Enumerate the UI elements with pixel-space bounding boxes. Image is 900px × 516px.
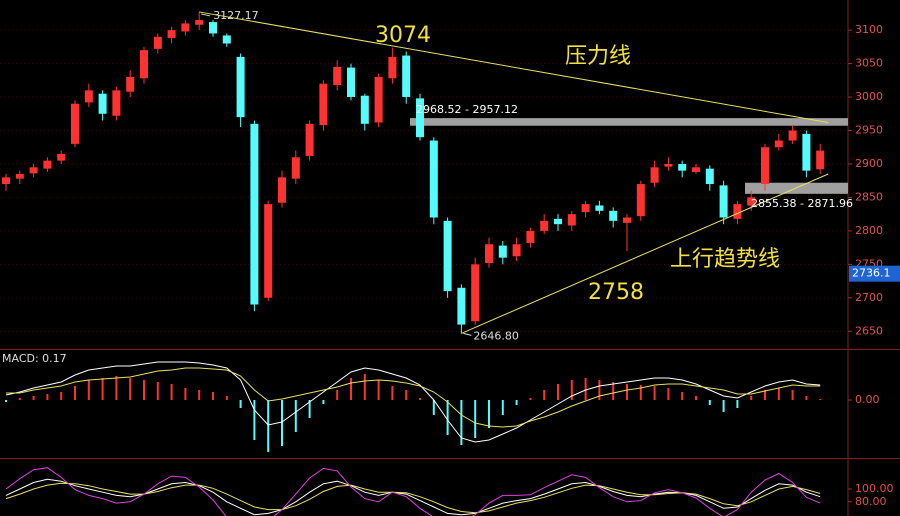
annotation: 3074 [375,23,431,48]
macd-line [5,361,821,443]
candle-body [305,123,314,156]
price-layer [2,11,848,334]
candle-body [181,23,190,32]
y-tick-label: 2950 [855,124,883,137]
candle-body [388,56,397,79]
candle-body [416,98,424,138]
annotation: 上行趋势线 [670,247,780,272]
macd-line [6,367,821,428]
annotation: 2758 [588,280,644,305]
candle-body [98,93,107,114]
kdj-layer [5,467,821,516]
candle-body [609,210,618,221]
kdj-line [5,478,821,516]
low-label: 2646.80 [473,329,519,342]
macd-title: MACD: 0.17 [2,352,67,365]
y-tick-label: 0.00 [855,393,880,406]
candle-body [126,76,135,92]
y-tick-label: 100.00 [855,482,894,495]
candle-body [333,66,342,85]
zone-label: 2855.38 - 2871.96 [751,197,853,210]
price-marker-label: 2736.1 [852,267,891,280]
y-tick-label: 2700 [855,291,883,304]
candle-body [802,133,811,171]
candle-body [816,150,825,170]
candle-body [291,157,300,179]
high-label: 3127.17 [213,9,259,22]
candle-body [498,245,507,258]
candle-body [747,197,756,206]
candle-body [636,184,645,217]
candle-body [623,217,631,223]
annotation: 压力线 [565,44,631,69]
y-tick-label: 3050 [855,57,883,70]
y-tick-label: 2850 [855,190,883,203]
candle-body [733,204,742,219]
candle-body [195,20,204,25]
trend-line [199,11,829,123]
candle-body [140,50,148,79]
candle-body [567,214,576,226]
candle-body [512,244,521,257]
price-marker-box [849,265,900,282]
candle-body [526,230,535,243]
candle-body [153,36,162,49]
candle-body [678,163,687,171]
candle-body [788,130,797,141]
macd-layer [5,361,822,452]
candle-body [15,174,24,179]
candle-body [278,177,286,203]
candle-body [485,244,493,264]
candle-body [29,167,38,174]
kdj-line [5,467,821,516]
candle-body [705,168,714,185]
y-tick-label: 2900 [855,157,883,170]
y-tick-label: 80.00 [855,495,887,508]
y-tick-label: 2800 [855,224,883,237]
candle-body [443,220,452,292]
candle-body [471,264,480,322]
candle-body [222,35,231,44]
zone-label: 2968.52 - 2957.12 [416,103,518,116]
y-tick-label: 3000 [855,90,883,103]
candle-body [540,220,549,231]
candle-body [236,56,245,118]
candle-body [761,147,769,185]
candle-body [167,30,176,39]
candle-body [360,95,369,124]
price-zone [410,118,848,126]
candle-body [112,90,121,116]
candle-body [554,218,562,225]
candle-body [347,67,355,98]
trend-line [461,173,829,334]
candle-body [650,167,659,183]
candle-body [692,167,700,172]
candle-body [57,153,66,161]
kdj-line [5,482,821,514]
low-pointer [463,332,472,336]
candle-body [84,90,93,103]
candle-body [457,287,466,325]
candle-body [250,123,259,305]
candle-body [774,140,783,148]
candle-body [374,76,383,123]
candle-body [71,103,79,144]
candle-body [402,55,411,98]
candle-body [319,83,328,126]
candle-body [2,177,10,185]
candle-body [595,205,604,211]
y-tick-label: 2650 [855,324,883,337]
y-tick-label: 3100 [855,23,883,36]
candle-body [581,204,590,213]
candle-body [719,185,728,218]
candle-body [43,160,52,169]
candle-body [264,204,273,298]
candle-body [209,22,217,34]
candle-body [664,163,673,167]
high-pointer [201,13,211,17]
candle-body [429,140,438,218]
